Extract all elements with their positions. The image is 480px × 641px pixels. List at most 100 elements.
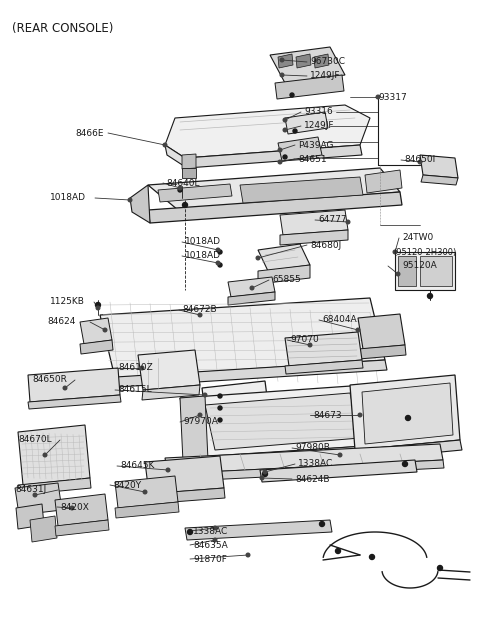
Polygon shape: [355, 440, 462, 460]
Polygon shape: [145, 488, 225, 504]
Circle shape: [280, 58, 284, 62]
Circle shape: [188, 529, 192, 535]
Polygon shape: [185, 145, 362, 168]
Polygon shape: [80, 318, 112, 344]
Circle shape: [218, 250, 222, 254]
Circle shape: [256, 256, 260, 260]
Polygon shape: [270, 47, 345, 83]
Circle shape: [283, 118, 287, 122]
Circle shape: [178, 188, 182, 192]
Text: P439AG: P439AG: [298, 140, 334, 149]
Circle shape: [128, 198, 132, 202]
Polygon shape: [100, 298, 385, 378]
Circle shape: [178, 186, 182, 190]
Polygon shape: [202, 420, 271, 437]
Polygon shape: [275, 75, 344, 99]
Circle shape: [290, 93, 294, 97]
Circle shape: [376, 96, 380, 99]
Polygon shape: [314, 54, 329, 68]
Circle shape: [336, 549, 340, 553]
Circle shape: [308, 343, 312, 347]
Polygon shape: [182, 168, 196, 178]
Circle shape: [70, 506, 74, 510]
Text: 1249JF: 1249JF: [310, 72, 340, 81]
Text: 91870F: 91870F: [193, 554, 227, 563]
Text: 8466E: 8466E: [75, 128, 104, 138]
Polygon shape: [395, 252, 455, 290]
Circle shape: [396, 272, 400, 276]
Circle shape: [278, 160, 282, 164]
Text: 1338AC: 1338AC: [298, 460, 333, 469]
Polygon shape: [420, 155, 458, 178]
Circle shape: [358, 413, 362, 417]
Text: 93317: 93317: [378, 92, 407, 101]
Polygon shape: [182, 154, 196, 169]
Polygon shape: [358, 314, 405, 349]
Circle shape: [43, 453, 47, 457]
Circle shape: [216, 248, 220, 252]
Polygon shape: [15, 483, 62, 515]
Polygon shape: [28, 368, 120, 402]
Circle shape: [260, 476, 264, 480]
Text: 84624B: 84624B: [295, 474, 329, 483]
Text: 93316: 93316: [304, 108, 333, 117]
Polygon shape: [165, 460, 444, 482]
Circle shape: [428, 294, 432, 299]
Circle shape: [346, 221, 350, 224]
Circle shape: [213, 526, 217, 530]
Polygon shape: [240, 177, 363, 203]
Polygon shape: [180, 445, 382, 469]
Circle shape: [163, 143, 167, 147]
Text: 84680J: 84680J: [310, 240, 341, 249]
Text: 68404A: 68404A: [322, 315, 357, 324]
Polygon shape: [202, 381, 270, 427]
Circle shape: [338, 453, 342, 457]
Circle shape: [103, 328, 107, 332]
Polygon shape: [142, 385, 200, 400]
Circle shape: [278, 148, 282, 152]
Polygon shape: [148, 192, 402, 223]
Circle shape: [246, 553, 250, 557]
Text: 1338AC: 1338AC: [193, 526, 228, 535]
Circle shape: [213, 538, 217, 542]
Circle shape: [218, 394, 222, 398]
Polygon shape: [28, 395, 121, 409]
Circle shape: [283, 155, 287, 159]
Text: 97070: 97070: [290, 335, 319, 344]
Polygon shape: [165, 105, 370, 158]
Text: 84670L: 84670L: [18, 435, 52, 444]
Circle shape: [182, 203, 188, 208]
Polygon shape: [100, 360, 387, 388]
Polygon shape: [228, 292, 275, 305]
Text: 84635A: 84635A: [193, 540, 228, 549]
Polygon shape: [180, 396, 208, 462]
Polygon shape: [421, 175, 458, 185]
Text: 1018AD: 1018AD: [50, 194, 86, 203]
Text: 96730C: 96730C: [310, 58, 345, 67]
Circle shape: [203, 393, 207, 397]
Text: 84610Z: 84610Z: [118, 363, 153, 372]
Polygon shape: [115, 476, 178, 508]
Text: 1018AD: 1018AD: [185, 238, 221, 247]
Circle shape: [218, 406, 222, 410]
Text: 84615L: 84615L: [118, 385, 152, 394]
Polygon shape: [362, 383, 453, 444]
Polygon shape: [358, 345, 406, 359]
Text: 84624: 84624: [47, 317, 75, 326]
Polygon shape: [115, 502, 179, 518]
Polygon shape: [205, 393, 360, 450]
Polygon shape: [296, 54, 311, 68]
Polygon shape: [30, 516, 57, 542]
Polygon shape: [278, 54, 293, 68]
Circle shape: [63, 386, 67, 390]
Polygon shape: [285, 360, 363, 374]
Circle shape: [96, 306, 100, 310]
Polygon shape: [130, 185, 150, 223]
Text: 84650I: 84650I: [404, 156, 435, 165]
Circle shape: [403, 462, 408, 467]
Polygon shape: [285, 332, 362, 366]
Polygon shape: [258, 265, 310, 284]
Circle shape: [96, 303, 100, 308]
Circle shape: [437, 565, 443, 570]
Text: (95120-2H300): (95120-2H300): [393, 249, 456, 258]
